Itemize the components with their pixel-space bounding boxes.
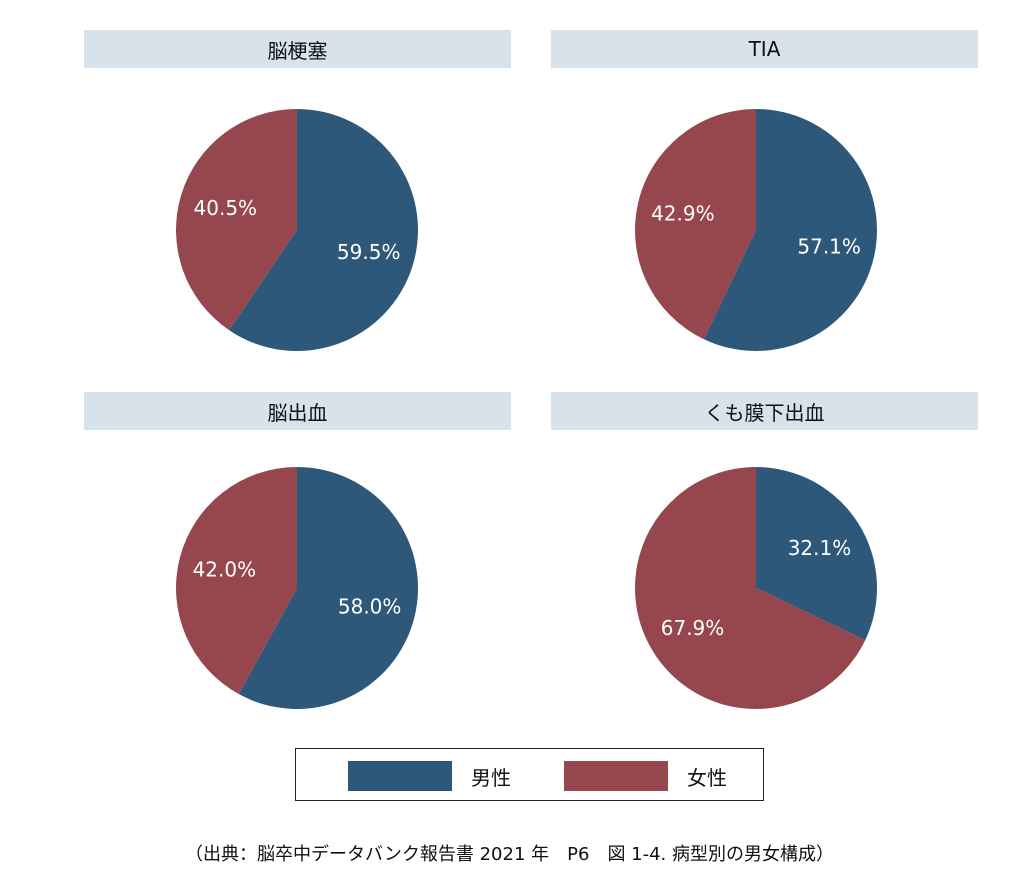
pie-label-subarachnoid-hemorrhage-male: 32.1%	[788, 536, 852, 560]
pie-slice-cerebral-infarction-female	[176, 109, 297, 331]
pie-label-subarachnoid-hemorrhage-female: 67.9%	[661, 616, 725, 640]
legend-label-female: 女性	[687, 766, 727, 790]
pie-slice-subarachnoid-hemorrhage-female	[635, 467, 866, 709]
pie-slice-tia-male	[703, 109, 878, 351]
legend-swatch-female	[564, 761, 668, 791]
chart-title-subarachnoid-hemorrhage: くも膜下出血	[551, 392, 978, 430]
pie-label-cerebral-hemorrhage-male: 58.0%	[338, 595, 402, 619]
pie-label-tia-female: 42.9%	[651, 201, 715, 225]
chart-title-cerebral-hemorrhage: 脳出血	[84, 392, 511, 430]
chart-title-tia: TIA	[551, 30, 978, 68]
pie-chart-cerebral-infarction: 59.5% 40.5%	[176, 109, 418, 351]
pie-slice-subarachnoid-hemorrhage-male	[756, 467, 877, 641]
pie-slice-cerebral-hemorrhage-female	[175, 467, 297, 695]
legend-swatch-male	[348, 761, 452, 791]
pie-label-cerebral-hemorrhage-female: 42.0%	[193, 557, 257, 581]
pie-label-tia-male: 57.1%	[797, 235, 861, 259]
chart-title-cerebral-infarction: 脳梗塞	[84, 30, 511, 68]
pie-label-cerebral-infarction-male: 59.5%	[337, 240, 401, 264]
pie-slice-cerebral-hemorrhage-male	[238, 467, 418, 709]
pie-chart-subarachnoid-hemorrhage: 32.1% 67.9%	[635, 467, 877, 709]
legend-label-male: 男性	[471, 766, 511, 790]
pie-chart-cerebral-hemorrhage: 58.0% 42.0%	[175, 467, 418, 709]
pie-chart-tia: 57.1% 42.9%	[635, 109, 878, 351]
pie-label-cerebral-infarction-female: 40.5%	[194, 196, 258, 220]
pie-slice-tia-female	[635, 109, 756, 340]
legend: 男性 女性	[295, 748, 764, 801]
pie-slice-cerebral-infarction-male	[228, 109, 418, 351]
source-note: （出典：脳卒中データバンク報告書 2021 年 P6 図 1-4. 病型別の男女…	[184, 844, 835, 865]
